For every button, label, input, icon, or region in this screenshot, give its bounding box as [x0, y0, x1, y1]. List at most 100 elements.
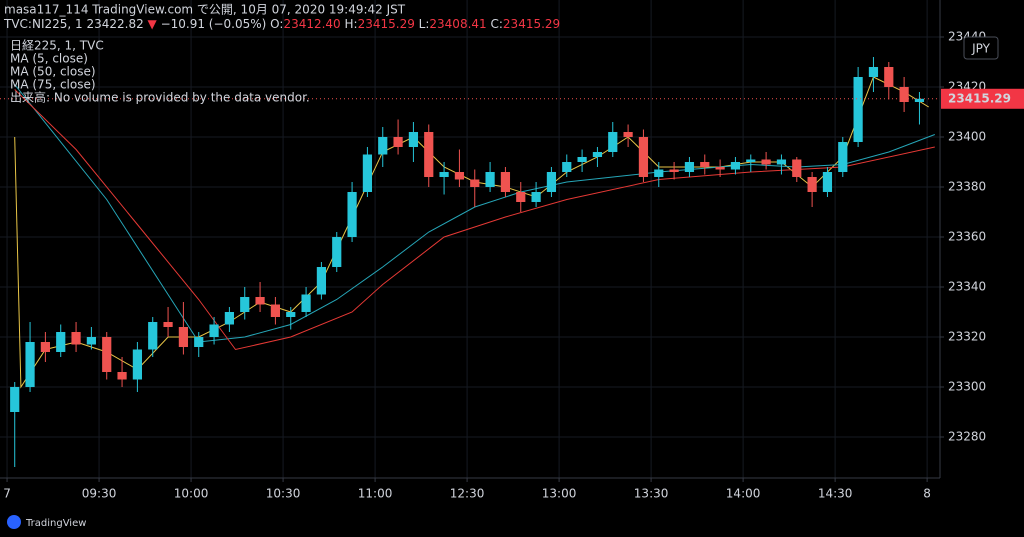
candle-body — [654, 169, 664, 177]
x-tick-label: 10:00 — [174, 487, 209, 501]
candle-body — [301, 294, 311, 312]
candle-body — [194, 337, 204, 347]
candle-body — [163, 322, 173, 327]
candle-body — [25, 342, 35, 387]
candle-body — [439, 172, 449, 177]
x-tick-label: 11:00 — [358, 487, 393, 501]
quote-part: 23415.29 — [358, 17, 415, 31]
candle-body — [316, 267, 327, 295]
candle-body — [332, 237, 342, 267]
candle-body — [853, 77, 863, 142]
candle-body — [577, 157, 587, 162]
candle-body — [40, 342, 50, 352]
quote-part: −10.91 (−0.05%) O: — [157, 17, 284, 31]
candle-body — [884, 67, 894, 87]
candle-body — [792, 159, 802, 177]
currency-label: JPY — [971, 42, 991, 56]
legend-entry: MA (75, close) — [10, 78, 96, 92]
quote-part: L: — [415, 17, 430, 31]
x-tick-label: 8 — [923, 487, 931, 501]
x-tick-label: 13:00 — [542, 487, 577, 501]
last-price-label: 23415.29 — [948, 91, 1011, 105]
candle-body — [408, 132, 419, 147]
y-tick-label: 23300 — [948, 380, 986, 394]
candle-body — [270, 304, 281, 317]
candle-body — [485, 172, 495, 187]
candle-body — [761, 159, 771, 165]
x-tick-label: 10:30 — [266, 487, 301, 501]
candle-body — [746, 159, 756, 162]
candle-body — [914, 98, 925, 102]
quote-part: ▼ — [148, 17, 158, 31]
x-tick-label: 14:00 — [726, 487, 761, 501]
quote-part: 23415.29 — [503, 17, 560, 31]
legend-entry: MA (50, close) — [10, 65, 96, 79]
quote-part: C: — [487, 17, 503, 31]
candle-body — [838, 142, 848, 172]
logo-icon — [7, 515, 21, 529]
y-tick-label: 23340 — [948, 280, 986, 294]
y-tick-label: 23400 — [948, 130, 986, 144]
candle-body — [178, 327, 188, 347]
quote-part: H: — [341, 17, 358, 31]
candle-body — [117, 372, 127, 380]
header: masa117_114 TradingView.com で公開, 10月 07,… — [4, 3, 406, 17]
candle-body — [255, 297, 265, 305]
quote-part: 23408.41 — [429, 17, 486, 31]
candle-body — [608, 132, 618, 152]
quote-part: 23412.40 — [283, 17, 340, 31]
candle-body — [822, 172, 833, 192]
x-tick-label: 09:30 — [82, 487, 117, 501]
candle-body — [500, 172, 511, 192]
x-tick-label: 13:30 — [634, 487, 669, 501]
candle-body — [56, 332, 66, 352]
candle-body — [807, 177, 817, 192]
candle-body — [623, 132, 633, 137]
x-tick-label: 7 — [3, 487, 11, 501]
candle-body — [362, 154, 373, 192]
candle-body — [454, 172, 465, 180]
currency-button[interactable] — [963, 36, 999, 60]
legend: MA (5, close)MA (50, close)MA (75, close… — [10, 52, 96, 92]
candle-body — [10, 387, 20, 412]
y-tick-label: 23320 — [948, 330, 986, 344]
candle-body — [700, 162, 710, 167]
candle-body — [516, 192, 526, 202]
candle-body — [378, 137, 388, 155]
axes: 2328023300233202334023360233802340023420… — [0, 30, 1024, 501]
candle-body — [715, 167, 725, 170]
volume-note: 出来高: No volume is provided by the data v… — [10, 90, 310, 105]
logo: TradingView — [7, 515, 86, 529]
candle-body — [638, 137, 649, 177]
quote-line: TVC:NI225, 1 23422.82 ▼ −10.91 (−0.05%) … — [3, 17, 560, 31]
candle-body — [393, 137, 403, 147]
y-tick-label: 23360 — [948, 230, 986, 244]
candle-body — [132, 349, 142, 380]
candle-body — [470, 179, 480, 187]
candle-body — [868, 67, 879, 77]
candle-body — [562, 162, 572, 172]
candle-body — [546, 172, 557, 192]
candle-body — [730, 162, 741, 170]
candle-body — [240, 297, 250, 312]
candle-body — [531, 192, 541, 202]
x-tick-label: 14:30 — [818, 487, 853, 501]
candle-body — [669, 169, 679, 172]
candle-body — [224, 312, 235, 325]
x-tick-label: 12:30 — [450, 487, 485, 501]
y-tick-label: 23280 — [948, 430, 986, 444]
candle-body — [899, 87, 909, 102]
candle-body — [86, 337, 96, 345]
candles — [10, 57, 925, 467]
candle-body — [424, 132, 434, 177]
candle-body — [148, 322, 158, 350]
candle-body — [776, 159, 787, 165]
brand: TradingView — [25, 518, 86, 529]
y-tick-label: 23380 — [948, 180, 986, 194]
last-price-box — [941, 88, 1024, 109]
quote-part: TVC:NI225, 1 23422.82 — [3, 17, 148, 31]
candle-body — [347, 192, 357, 237]
legend-entry: MA (5, close) — [10, 52, 88, 66]
